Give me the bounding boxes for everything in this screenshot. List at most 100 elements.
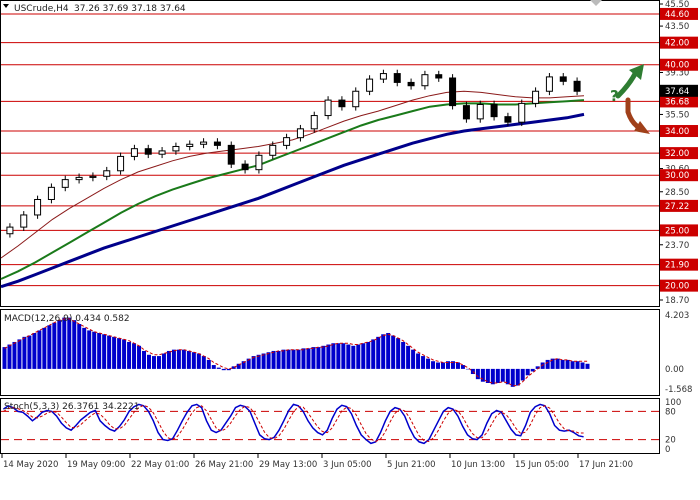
- macd-bar: [82, 327, 87, 369]
- ma-fast-line: [0, 90, 585, 259]
- macd-bar: [142, 350, 147, 369]
- level-price-box: [660, 279, 698, 292]
- macd-bar: [510, 368, 515, 387]
- macd-bar: [366, 341, 371, 369]
- candle: [393, 69, 401, 87]
- macd-bar: [132, 343, 137, 369]
- candle: [379, 69, 387, 83]
- macd-bar: [102, 334, 107, 369]
- macd-bar: [256, 354, 261, 369]
- macd-bar: [455, 362, 460, 369]
- macd-layer: [2, 317, 590, 387]
- level-price-label: 44.60: [665, 10, 689, 20]
- forecast-down-arrow-icon: [625, 97, 650, 134]
- macd-bar: [520, 368, 525, 381]
- candle-body: [296, 128, 304, 139]
- macd-bar: [331, 343, 336, 369]
- level-price-box: [660, 169, 698, 182]
- candle-body: [379, 73, 387, 80]
- macd-bar: [555, 358, 560, 369]
- candle-body: [61, 179, 69, 188]
- macd-bar: [421, 356, 426, 369]
- macd-bar: [67, 317, 72, 369]
- macd-bar: [196, 353, 201, 369]
- macd-bar: [87, 330, 92, 369]
- macd-bar: [505, 368, 510, 385]
- stoch-tick-label: 100: [665, 398, 681, 408]
- macd-bar: [7, 344, 12, 369]
- macd-bar: [47, 325, 52, 369]
- candle-body: [255, 154, 263, 171]
- macd-bar: [92, 331, 97, 369]
- symbol-label[interactable]: USCrude,H4: [14, 4, 69, 14]
- macd-bar: [475, 368, 480, 380]
- candle: [200, 138, 208, 149]
- macd-bar: [216, 367, 221, 369]
- macd-bar: [112, 336, 117, 369]
- price-tick-label: 45.50: [665, 0, 689, 10]
- time-tick-label: 19 May 09:00: [67, 460, 125, 470]
- price-tick-label: 23.70: [665, 241, 689, 251]
- candle-body: [158, 150, 166, 155]
- macd-bar: [147, 354, 151, 369]
- macd-bar: [122, 339, 127, 369]
- candle-body: [545, 76, 553, 92]
- macd-bar: [426, 358, 431, 369]
- macd-bar: [156, 356, 161, 369]
- price-tick-label: 43.50: [665, 22, 689, 32]
- macd-bar: [346, 344, 351, 369]
- macd-bar: [236, 363, 241, 369]
- price-tick-label: 39.30: [665, 68, 689, 78]
- stoch-tick-label: 80: [665, 407, 676, 417]
- macd-bar: [117, 338, 122, 369]
- candle: [324, 96, 332, 120]
- macd-bar: [460, 365, 465, 369]
- macd-label: MACD(12,26,9) 0.434 0.582: [4, 314, 130, 324]
- candle: [421, 70, 429, 90]
- candle: [103, 166, 111, 181]
- macd-tick-label: -1.568: [665, 385, 692, 395]
- stoch-main-line: [2, 403, 584, 445]
- macd-bar: [181, 349, 186, 369]
- candle: [130, 144, 138, 161]
- candle: [255, 151, 263, 174]
- macd-panel: [0, 309, 660, 396]
- macd-bar: [241, 361, 246, 369]
- candle-body: [573, 80, 581, 92]
- level-price-label: 42.00: [665, 39, 689, 49]
- macd-bar: [386, 332, 391, 369]
- macd-bar: [391, 335, 396, 369]
- macd-bar: [336, 343, 341, 369]
- time-tick-label: 5 Jun 21:00: [387, 460, 436, 470]
- price-tick-label: 35.50: [665, 110, 689, 120]
- macd-bar: [356, 344, 361, 369]
- level-price-box: [660, 7, 698, 20]
- candle-body: [435, 74, 443, 79]
- candle-body: [117, 155, 125, 172]
- macd-bar: [301, 348, 306, 369]
- macd-signal-line: [4, 318, 588, 387]
- macd-bar: [436, 362, 441, 369]
- candle-body: [241, 163, 249, 171]
- candle-body: [462, 105, 470, 120]
- candle: [476, 100, 484, 123]
- level-price-label: 40.00: [665, 61, 689, 71]
- candle: [6, 223, 14, 238]
- macd-bar: [261, 353, 266, 369]
- macd-bar: [171, 349, 176, 369]
- candle: [61, 175, 69, 192]
- macd-bar: [206, 359, 211, 369]
- axis-layer: 45.5044.60 43.50 42.00 40.0039.30 37.6436.68…: [1, 0, 698, 470]
- symbol-dropdown-icon[interactable]: [3, 4, 9, 8]
- macd-bar: [416, 353, 421, 369]
- chart-shift-icon[interactable]: [590, 0, 602, 6]
- candle: [296, 124, 304, 142]
- level-price-box: [660, 147, 698, 160]
- candle: [227, 141, 235, 169]
- candle: [504, 112, 512, 127]
- candle: [144, 144, 152, 159]
- candle: [532, 87, 540, 108]
- macd-bar: [326, 344, 331, 369]
- level-price-label: 27.22: [665, 202, 689, 212]
